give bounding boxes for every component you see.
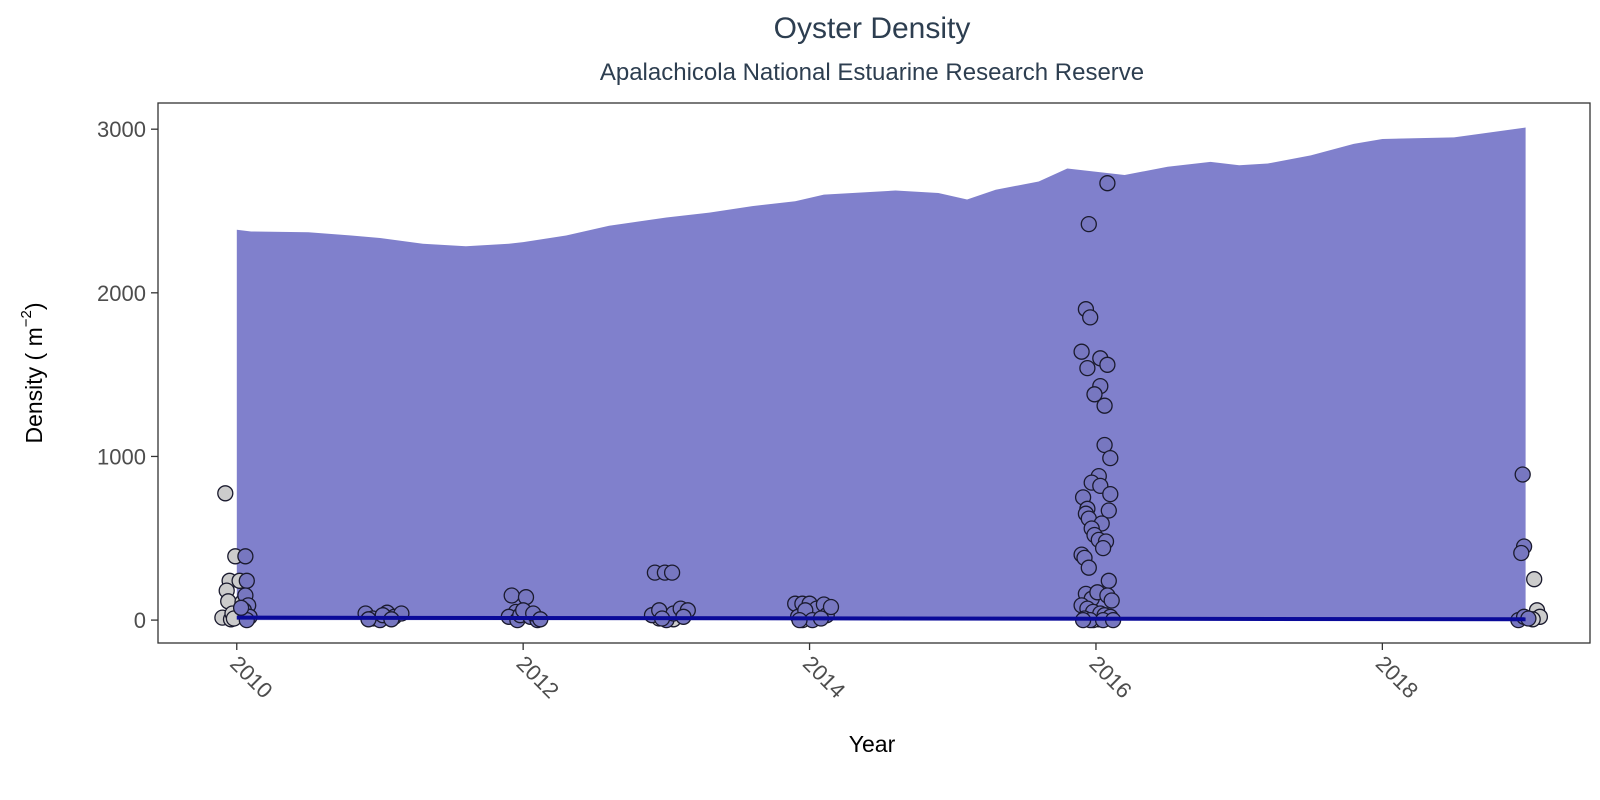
data-point [1080,559,1097,576]
x-tick-label: 2010 [225,651,277,703]
x-axis: 2010 2012 2014 2016 2018 [225,643,1423,703]
data-point [503,587,520,604]
data-point [822,598,840,616]
data-point [1079,359,1096,377]
y-axis-title: Density ( m−2) [18,302,47,443]
y-tick-label: 3000 [97,117,146,142]
y-axis-title-text: Density ( m [21,327,47,443]
data-point [517,589,535,606]
data-point [1094,539,1112,557]
data-point [1080,215,1097,233]
data-point [1086,386,1103,403]
plot-frame [157,102,1591,644]
data-point [238,572,255,589]
data-point [1526,571,1543,588]
trend-line [236,615,1526,622]
data-point [1100,502,1117,519]
confidence-band [236,127,1526,621]
y-tick-label: 2000 [97,281,146,306]
data-point [237,548,254,565]
x-tick-label: 2012 [512,651,564,703]
data-point [1099,356,1116,373]
svg-text:Density ( m−2): Density ( m−2) [18,302,47,443]
y-axis-title-close: ) [21,302,47,310]
data-point [1513,544,1530,562]
data-point [1103,592,1120,609]
x-tick-label: 2014 [798,651,850,703]
data-point [1102,449,1119,467]
data-point [1099,175,1116,192]
x-tick-label: 2016 [1084,651,1136,703]
y-tick-label: 0 [134,608,146,633]
data-point [1100,572,1117,589]
data-point [1096,397,1113,414]
x-tick-label: 2018 [1371,651,1423,703]
y-axis-title-superscript: −2 [18,310,35,327]
data-point [1514,466,1531,483]
plot-area [214,127,1549,629]
data-point [1102,485,1119,503]
y-axis: 0 1000 2000 3000 [97,117,158,633]
data-point [217,485,234,502]
data-point [232,599,250,616]
chart-title: Oyster Density [774,12,971,45]
x-axis-title: Year [849,731,896,757]
data-point [1073,343,1090,360]
data-point [663,564,681,581]
y-tick-label: 1000 [97,444,146,469]
data-point [1082,309,1099,326]
chart-subtitle: Apalachicola National Estuarine Research… [600,59,1144,86]
